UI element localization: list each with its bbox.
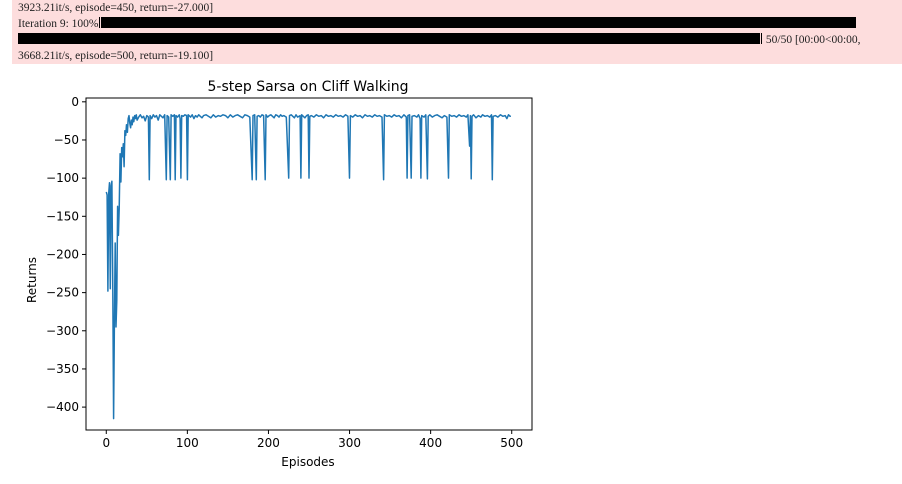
x-tick-label: 500 [500,436,523,450]
x-tick-label: 0 [102,436,110,450]
y-tick-label: −50 [54,133,79,147]
y-tick-label: −100 [46,171,79,185]
y-tick-label: −200 [46,247,79,261]
y-tick-label: −400 [46,400,79,414]
progress-bar-end [761,33,762,44]
progress-line-1-text: 3923.21it/s, episode=450, return=-27.000… [18,2,214,14]
plot-area: 0 100 200 300 400 500 0 −50 −100 −150 −200 −250 −300… [46,95,533,450]
y-tick-label: −250 [46,286,79,300]
progress-line-4-text: 3668.21it/s, episode=500, return=-19.100… [18,50,214,62]
progress-output: 3923.21it/s, episode=450, return=-27.000… [12,0,902,64]
y-tick-label: 0 [71,95,79,109]
x-tick-label: 300 [338,436,361,450]
progress-bar-fill-1 [101,17,857,28]
progress-bar-fill-2 [18,33,760,44]
progress-line-1: 3923.21it/s, episode=450, return=-27.000… [18,0,902,16]
progress-line-3: 50/50 [00:00<00:00, [18,32,902,48]
returns-chart: 5-step Sarsa on Cliff Walking 0 100 200 300… [25,79,533,469]
y-axis-label: Returns [25,257,39,303]
x-tick-label: 100 [176,436,199,450]
progress-bar-start [99,17,101,28]
progress-line-4: 3668.21it/s, episode=500, return=-19.100… [18,48,902,64]
x-tick-label: 200 [257,436,280,450]
axes-frame [85,97,533,431]
x-tick-label: 400 [419,436,442,450]
chart-title: 5-step Sarsa on Cliff Walking [208,79,409,95]
series-line-0 [105,114,511,420]
y-tick-label: −150 [46,209,79,223]
progress-line-2: Iteration 9: 100% [18,16,902,32]
y-tick-label: −350 [46,362,79,376]
progress-stats: 50/50 [00:00<00:00, [765,34,861,46]
x-axis-label: Episodes [281,455,334,469]
iteration-label: Iteration 9: 100% [18,18,99,30]
y-tick-label: −300 [46,324,79,338]
